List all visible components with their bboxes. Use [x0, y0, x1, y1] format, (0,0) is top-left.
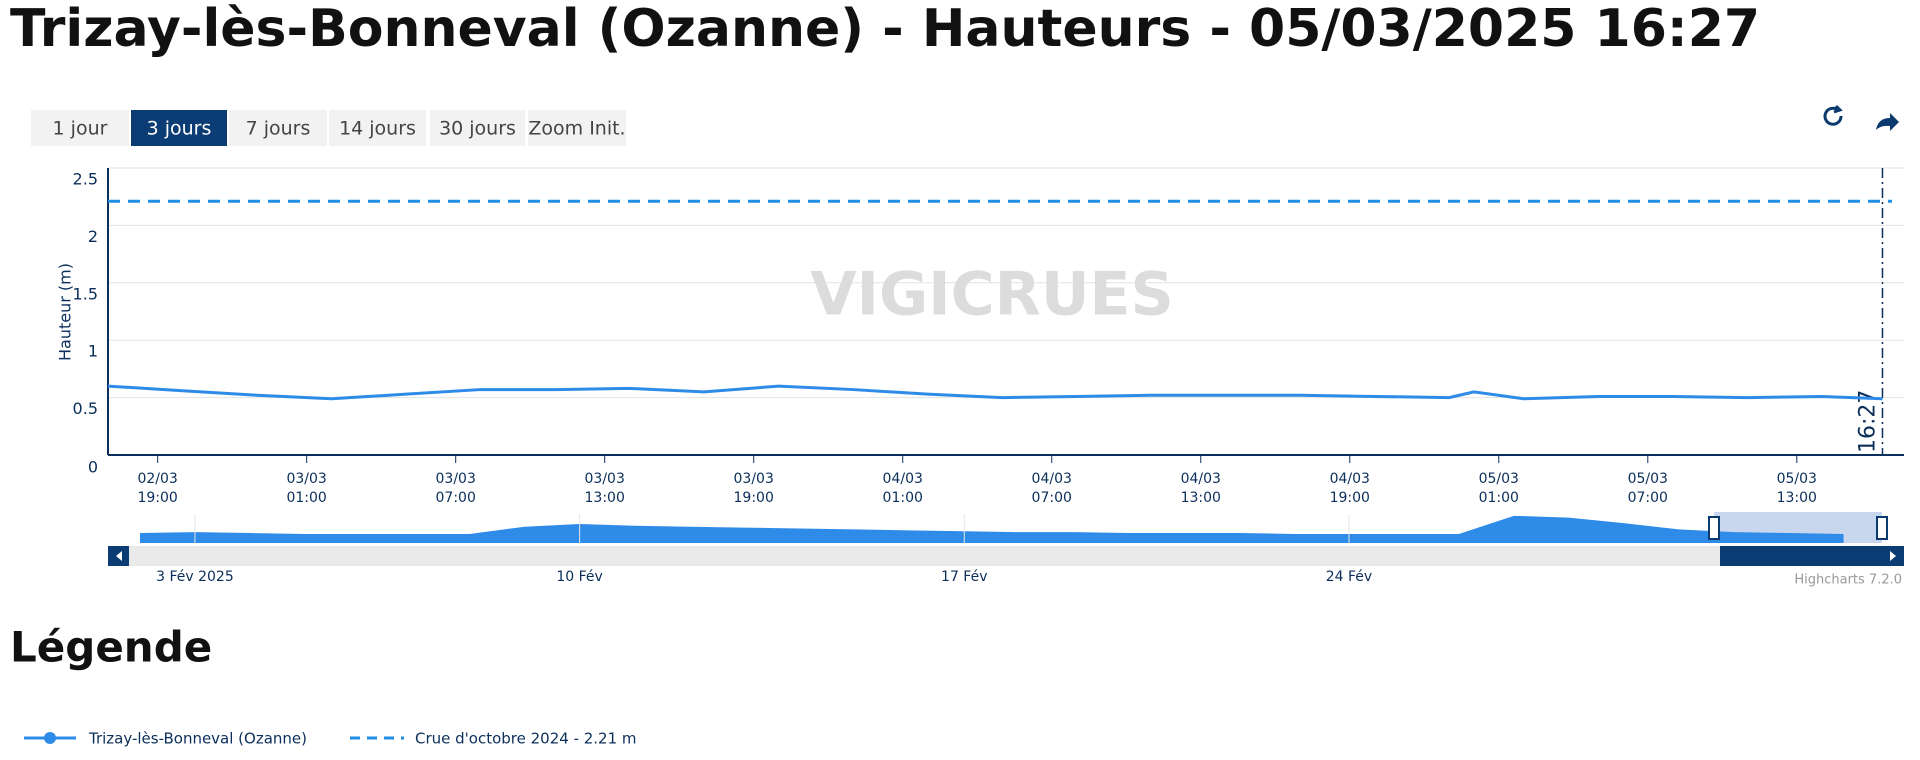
navigator-area: [139, 515, 1844, 543]
scrollbar-track: [108, 546, 1904, 566]
range-button[interactable]: [430, 110, 525, 146]
scrollbar-thumb[interactable]: [1720, 546, 1882, 566]
navigator-tick-label: 3 Fév 2025: [156, 569, 234, 585]
scroll-right-arrow: [1890, 551, 1896, 561]
x-tick-label: 03/03 13:00: [584, 471, 625, 506]
legend-title: Légende: [10, 623, 212, 672]
legend-marker: [44, 732, 56, 744]
navigator-tick-label: 10 Fév: [556, 569, 602, 585]
y-tick-label: 0: [88, 458, 98, 477]
range-button[interactable]: [329, 110, 426, 146]
x-tick-label: 03/03 07:00: [435, 471, 476, 506]
x-tick-label: 05/03 07:00: [1627, 471, 1668, 506]
now-marker-label: 16:27: [1855, 390, 1880, 453]
x-tick-label: 04/03 07:00: [1031, 471, 1072, 506]
refresh-icon[interactable]: [1823, 104, 1843, 126]
range-button-label[interactable]: 1 jour: [53, 118, 108, 140]
x-tick-label: 05/03 13:00: [1776, 471, 1817, 506]
y-tick-label: 1.5: [73, 284, 98, 303]
page-title: Trizay-lès-Bonneval (Ozanne) - Hauteurs …: [10, 0, 1760, 59]
watermark: VIGICRUES: [810, 260, 1174, 330]
range-button-label[interactable]: Zoom Init.: [528, 118, 625, 140]
scroll-left-arrow: [116, 551, 122, 561]
range-button[interactable]: [528, 110, 626, 146]
data-line: [107, 384, 1883, 401]
x-tick-label: 04/03 01:00: [882, 471, 923, 506]
y-tick-label: 1: [88, 342, 98, 361]
range-button-label[interactable]: 30 jours: [439, 118, 516, 140]
y-tick-label: 2.5: [73, 170, 98, 189]
range-button[interactable]: [131, 110, 227, 146]
x-tick-label: 03/03 19:00: [733, 471, 774, 506]
share-icon[interactable]: [1876, 113, 1899, 131]
range-button[interactable]: [31, 110, 129, 146]
x-tick-label: 04/03 19:00: [1329, 471, 1370, 506]
range-button-label[interactable]: 3 jours: [147, 118, 212, 140]
navigator-tick-label: 17 Fév: [941, 569, 987, 585]
y-tick-label: 0.5: [73, 399, 98, 418]
credits: Highcharts 7.2.0: [1794, 573, 1902, 588]
legend-label[interactable]: Crue d'octobre 2024 - 2.21 m: [415, 730, 637, 748]
range-button-label[interactable]: 7 jours: [246, 118, 311, 140]
range-button[interactable]: [229, 110, 327, 146]
navigator-tick-label: 24 Fév: [1326, 569, 1372, 585]
legend-label[interactable]: Trizay-lès-Bonneval (Ozanne): [88, 730, 307, 748]
range-button-label[interactable]: 14 jours: [339, 118, 416, 140]
x-tick-label: 05/03 01:00: [1478, 471, 1519, 506]
navigator-handle[interactable]: [1708, 516, 1720, 540]
x-tick-label: 04/03 13:00: [1180, 471, 1221, 506]
navigator-handle[interactable]: [1876, 516, 1888, 540]
x-tick-label: 03/03 01:00: [286, 471, 327, 506]
x-tick-label: 02/03 19:00: [137, 471, 178, 506]
y-tick-label: 2: [88, 227, 98, 246]
y-axis-title: Hauteur (m): [56, 263, 75, 361]
